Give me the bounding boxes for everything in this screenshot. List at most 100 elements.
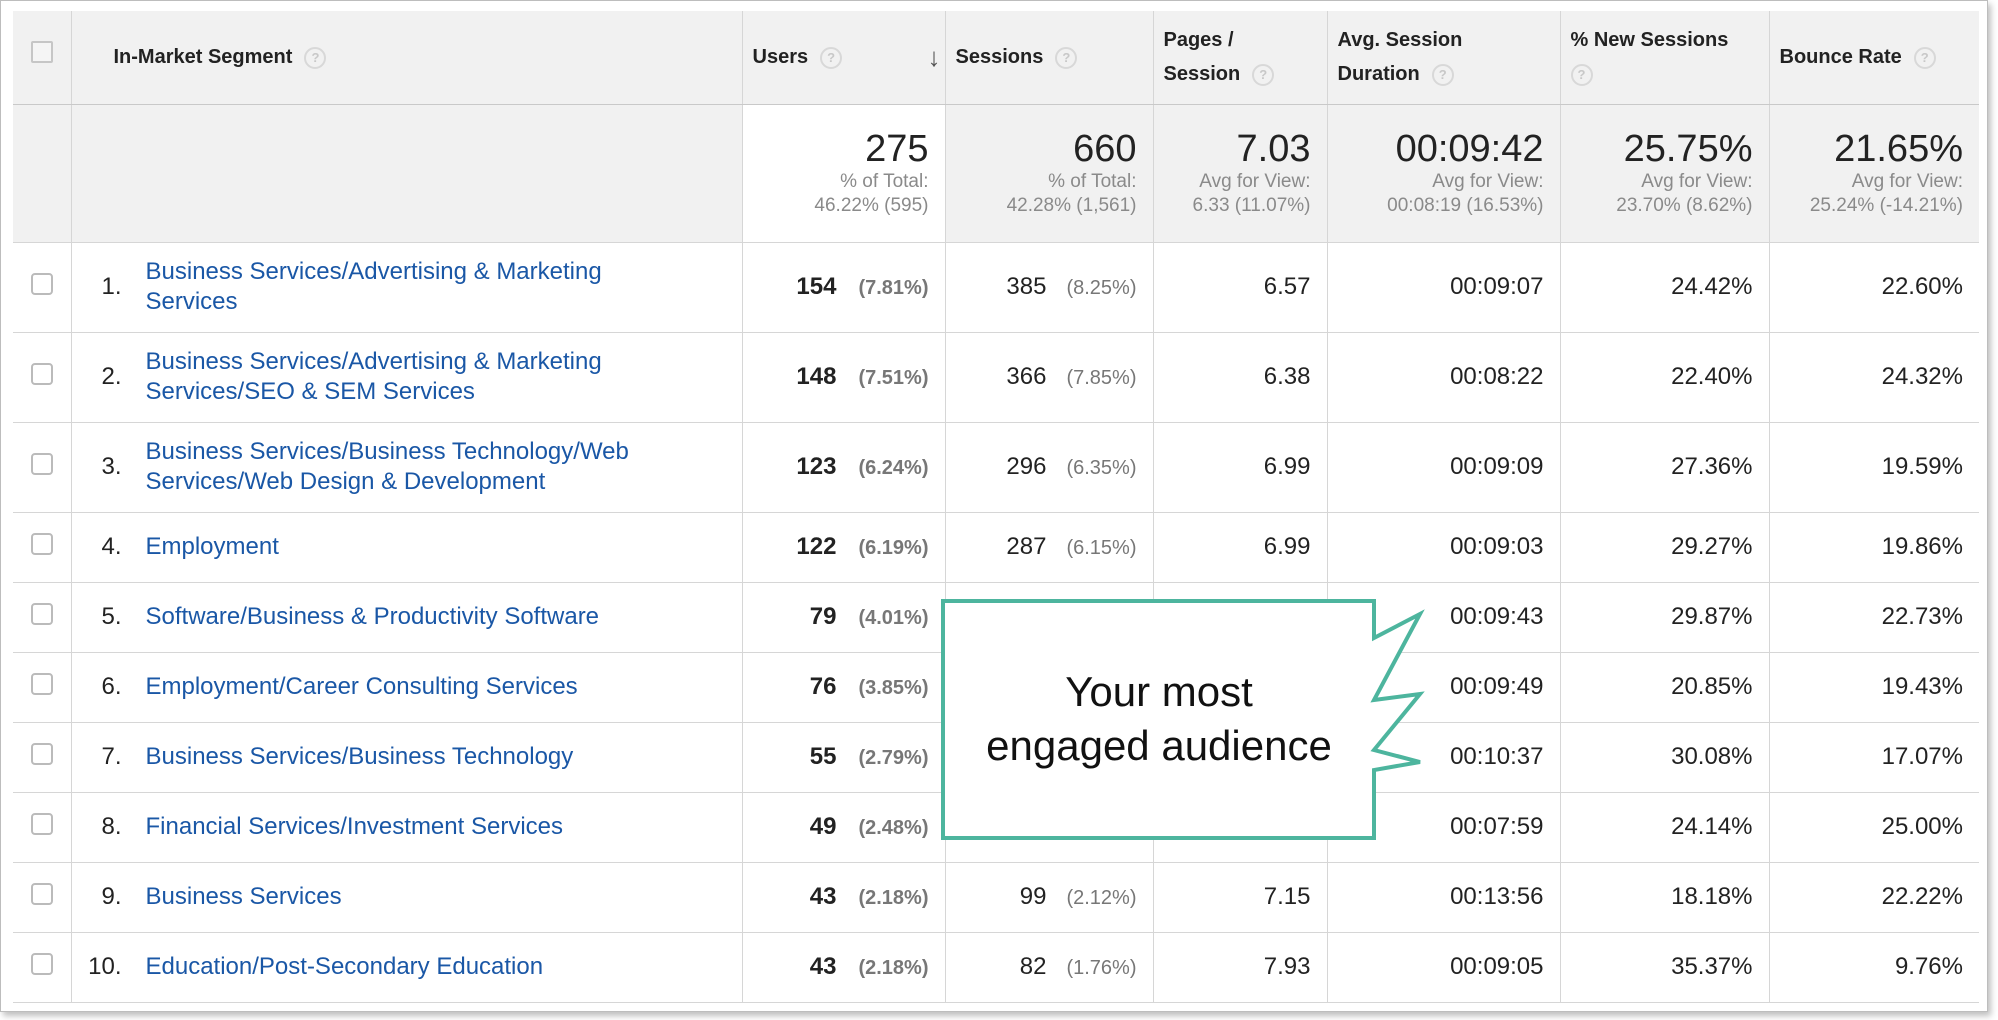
col-header-segment[interactable]: In-Market Segment? bbox=[71, 11, 743, 105]
pages-cell: 6.38 bbox=[1153, 332, 1328, 423]
users-value: 55 bbox=[809, 743, 837, 770]
duration-cell: 00:09:03 bbox=[1327, 512, 1561, 583]
segment-link[interactable]: Business Services/Advertising & Marketin… bbox=[145, 348, 602, 405]
segment-cell: 5. Software/Business & Productivity Softw… bbox=[71, 582, 743, 653]
in-market-segment-table: In-Market Segment? Users? ↓ Sessions? Pa… bbox=[13, 11, 1979, 1003]
duration-cell: 00:09:07 bbox=[1327, 242, 1561, 333]
col-header-users[interactable]: Users? ↓ bbox=[742, 11, 946, 105]
totals-new-sessions-detail: 23.70% (8.62%) bbox=[1616, 195, 1753, 216]
help-icon[interactable]: ? bbox=[1055, 46, 1078, 69]
sessions-value: 82 bbox=[1019, 953, 1047, 980]
users-value: 122 bbox=[796, 533, 837, 560]
table-row: 9. Business Services 43 (2.18%) 99 (2.12%) … bbox=[13, 862, 1979, 933]
duration-cell: 00:09:05 bbox=[1327, 932, 1561, 1003]
row-index: 6. bbox=[101, 673, 122, 700]
col-header-bounce-rate[interactable]: Bounce Rate? bbox=[1769, 11, 1979, 105]
row-checkbox[interactable] bbox=[30, 602, 53, 625]
bounce-cell: 19.43% bbox=[1769, 652, 1979, 723]
sessions-cell: 82 (1.76%) bbox=[945, 932, 1154, 1003]
row-checkbox[interactable] bbox=[30, 882, 53, 905]
segment-cell: 1. Business Services/Advertising & Market… bbox=[71, 242, 743, 333]
segment-cell: 9. Business Services bbox=[71, 862, 743, 933]
row-checkbox[interactable] bbox=[30, 672, 53, 695]
col-header-pages-line1: Pages / bbox=[1163, 29, 1234, 52]
segment-link[interactable]: Employment/Career Consulting Services bbox=[145, 673, 578, 700]
help-icon[interactable]: ? bbox=[820, 46, 843, 69]
new-sessions-cell: 35.37% bbox=[1560, 932, 1770, 1003]
segment-link[interactable]: Employment bbox=[145, 533, 279, 560]
col-header-new-sessions[interactable]: % New Sessions ? bbox=[1560, 11, 1770, 105]
help-icon[interactable]: ? bbox=[1252, 63, 1275, 86]
users-value: 76 bbox=[809, 673, 837, 700]
segment-link[interactable]: Software/Business & Productivity Softwar… bbox=[145, 603, 600, 630]
users-percent: (2.18%) bbox=[858, 957, 929, 979]
segment-cell: 10. Education/Post-Secondary Education bbox=[71, 932, 743, 1003]
col-header-avg-session-duration[interactable]: Avg. Session Duration? bbox=[1327, 11, 1561, 105]
row-index: 9. bbox=[101, 883, 122, 910]
bounce-cell: 24.32% bbox=[1769, 332, 1979, 423]
row-checkbox[interactable] bbox=[30, 362, 53, 385]
sort-descending-icon[interactable]: ↓ bbox=[927, 42, 941, 72]
help-icon[interactable]: ? bbox=[304, 46, 327, 69]
sessions-cell: 385 (8.25%) bbox=[945, 242, 1154, 333]
help-icon[interactable]: ? bbox=[1913, 46, 1936, 69]
table-header-row: In-Market Segment? Users? ↓ Sessions? Pa… bbox=[13, 11, 1979, 105]
sessions-percent: (8.25%) bbox=[1066, 277, 1137, 299]
totals-sessions-detail: 42.28% (1,561) bbox=[1006, 195, 1137, 216]
segment-link[interactable]: Business Services bbox=[145, 883, 342, 910]
row-checkbox[interactable] bbox=[30, 742, 53, 765]
table-row: 5. Software/Business & Productivity Softw… bbox=[13, 582, 1979, 653]
sessions-percent: (6.35%) bbox=[1066, 457, 1137, 479]
users-percent: (6.24%) bbox=[858, 457, 929, 479]
help-icon[interactable]: ? bbox=[1431, 63, 1454, 86]
table-row: 10. Education/Post-Secondary Education 43… bbox=[13, 932, 1979, 1003]
segment-link[interactable]: Business Services/Business Technology bbox=[145, 743, 574, 770]
pages-cell bbox=[1153, 582, 1328, 653]
segment-link[interactable]: Financial Services/Investment Services bbox=[145, 813, 564, 840]
totals-duration-detail: 00:08:19 (16.53%) bbox=[1387, 195, 1544, 216]
totals-label-cell bbox=[71, 104, 743, 243]
new-sessions-cell: 29.87% bbox=[1560, 582, 1770, 653]
segment-link[interactable]: Business Services/Advertising & Marketin… bbox=[145, 258, 602, 315]
new-sessions-cell: 24.42% bbox=[1560, 242, 1770, 333]
row-checkbox-cell bbox=[13, 652, 72, 723]
row-checkbox[interactable] bbox=[30, 272, 53, 295]
bounce-cell: 9.76% bbox=[1769, 932, 1979, 1003]
sessions-percent: (2.12%) bbox=[1066, 887, 1137, 909]
row-checkbox[interactable] bbox=[30, 532, 53, 555]
table-row: 8. Financial Services/Investment Services… bbox=[13, 792, 1979, 863]
segment-link[interactable]: Education/Post-Secondary Education bbox=[145, 953, 544, 980]
row-checkbox-cell bbox=[13, 512, 72, 583]
col-header-sessions[interactable]: Sessions? bbox=[945, 11, 1154, 105]
totals-sessions: 660 % of Total: 42.28% (1,561) bbox=[945, 104, 1154, 243]
row-checkbox[interactable] bbox=[30, 452, 53, 475]
sessions-percent: (1.76%) bbox=[1066, 957, 1137, 979]
row-index: 5. bbox=[101, 603, 122, 630]
users-cell: 154 (7.81%) bbox=[742, 242, 946, 333]
row-checkbox[interactable] bbox=[30, 812, 53, 835]
users-value: 49 bbox=[809, 813, 837, 840]
table-row: 1. Business Services/Advertising & Market… bbox=[13, 242, 1979, 333]
callout-line-1: Your most bbox=[1065, 668, 1253, 715]
segment-cell: 7. Business Services/Business Technology bbox=[71, 722, 743, 793]
totals-bounce-detail: 25.24% (-14.21%) bbox=[1809, 195, 1963, 216]
new-sessions-cell: 18.18% bbox=[1560, 862, 1770, 933]
bounce-cell: 19.86% bbox=[1769, 512, 1979, 583]
row-checkbox-cell bbox=[13, 792, 72, 863]
users-value: 123 bbox=[796, 453, 837, 480]
users-value: 148 bbox=[796, 363, 837, 390]
help-icon[interactable]: ? bbox=[1570, 63, 1593, 86]
users-cell: 148 (7.51%) bbox=[742, 332, 946, 423]
segment-link[interactable]: Business Services/Business Technology/We… bbox=[145, 438, 629, 495]
users-percent: (7.51%) bbox=[858, 367, 929, 389]
row-checkbox[interactable] bbox=[30, 952, 53, 975]
users-cell: 55 (2.79%) bbox=[742, 722, 946, 793]
select-all-checkbox[interactable] bbox=[30, 41, 53, 64]
new-sessions-cell: 20.85% bbox=[1560, 652, 1770, 723]
col-header-pages-per-session[interactable]: Pages / Session? bbox=[1153, 11, 1328, 105]
row-index: 7. bbox=[101, 743, 122, 770]
totals-sessions-caption: % of Total: bbox=[1048, 171, 1137, 192]
col-header-duration-line2: Duration bbox=[1337, 63, 1420, 86]
row-index: 8. bbox=[101, 813, 122, 840]
